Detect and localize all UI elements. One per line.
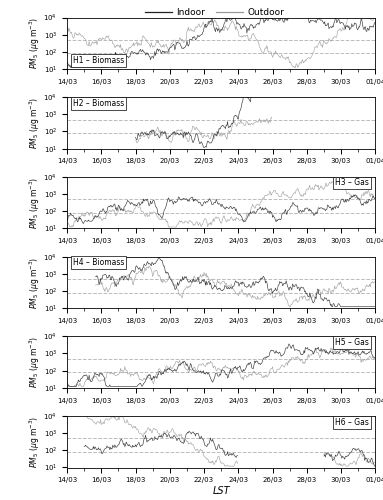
Text: H4 – Biomass: H4 – Biomass	[73, 258, 124, 267]
Y-axis label: $PM_5$ ($\mu$g m$^{-3}$): $PM_5$ ($\mu$g m$^{-3}$)	[28, 336, 42, 388]
X-axis label: LST: LST	[212, 486, 230, 496]
Y-axis label: $PM_5$ ($\mu$g m$^{-3}$): $PM_5$ ($\mu$g m$^{-3}$)	[28, 416, 42, 468]
Text: H1 – Biomass: H1 – Biomass	[73, 56, 124, 65]
Text: H6 – Gas: H6 – Gas	[335, 418, 369, 426]
Y-axis label: $PM_5$ ($\mu$g m$^{-3}$): $PM_5$ ($\mu$g m$^{-3}$)	[28, 176, 42, 229]
Y-axis label: $PM_5$ ($\mu$g m$^{-3}$): $PM_5$ ($\mu$g m$^{-3}$)	[28, 97, 42, 149]
Y-axis label: $PM_5$ ($\mu$g m$^{-3}$): $PM_5$ ($\mu$g m$^{-3}$)	[28, 256, 42, 308]
Text: H3 – Gas: H3 – Gas	[335, 178, 369, 188]
Legend: Indoor, Outdoor: Indoor, Outdoor	[141, 4, 288, 20]
Text: H2 – Biomass: H2 – Biomass	[73, 99, 124, 108]
Y-axis label: $PM_5$ ($\mu$g m$^{-3}$): $PM_5$ ($\mu$g m$^{-3}$)	[28, 17, 42, 70]
Text: H5 – Gas: H5 – Gas	[335, 338, 369, 347]
